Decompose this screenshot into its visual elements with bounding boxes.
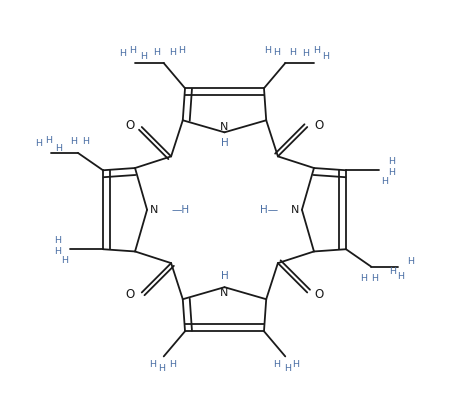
Text: H: H: [313, 46, 320, 55]
Text: H: H: [388, 157, 395, 166]
Text: H: H: [178, 46, 185, 55]
Text: H: H: [360, 274, 367, 283]
Text: H: H: [55, 144, 62, 153]
Text: H: H: [82, 137, 89, 146]
Text: N: N: [220, 122, 229, 132]
Text: H: H: [264, 46, 271, 55]
Text: H: H: [153, 48, 160, 57]
Text: H: H: [54, 247, 61, 256]
Text: H: H: [140, 52, 147, 61]
Text: O: O: [126, 288, 135, 301]
Text: O: O: [126, 118, 135, 132]
Text: —H: —H: [171, 205, 189, 215]
Text: H: H: [169, 48, 176, 57]
Text: H: H: [407, 257, 414, 267]
Text: H: H: [389, 267, 396, 276]
Text: H: H: [45, 136, 52, 145]
Text: H: H: [129, 46, 136, 55]
Text: H: H: [397, 272, 404, 281]
Text: O: O: [314, 288, 323, 301]
Text: H: H: [158, 364, 165, 373]
Text: H: H: [220, 271, 229, 281]
Text: H: H: [220, 138, 229, 148]
Text: H: H: [322, 52, 330, 61]
Text: H: H: [54, 236, 61, 245]
Text: H: H: [169, 360, 176, 369]
Text: H: H: [284, 364, 291, 373]
Text: N: N: [291, 205, 299, 215]
Text: H: H: [150, 360, 156, 369]
Text: H: H: [289, 48, 296, 57]
Text: H: H: [273, 360, 280, 369]
Text: H—: H—: [260, 205, 278, 215]
Text: H: H: [388, 168, 395, 177]
Text: H: H: [119, 49, 127, 58]
Text: N: N: [150, 205, 158, 215]
Text: O: O: [314, 118, 323, 132]
Text: H: H: [35, 139, 42, 148]
Text: H: H: [70, 137, 78, 146]
Text: H: H: [293, 360, 299, 369]
Text: H: H: [302, 49, 309, 58]
Text: H: H: [371, 274, 379, 283]
Text: H: H: [61, 256, 68, 265]
Text: H: H: [381, 177, 388, 185]
Text: N: N: [220, 288, 229, 298]
Text: H: H: [273, 48, 280, 57]
